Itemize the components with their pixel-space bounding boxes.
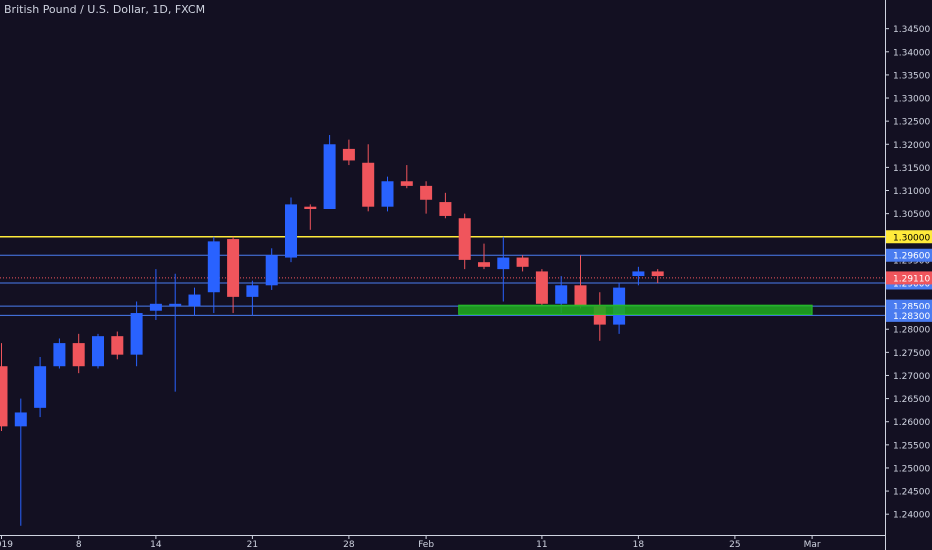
y-tick-label-15: 1.27000: [893, 372, 930, 382]
candle-body-22: [420, 185, 433, 200]
candle-body-23: [439, 202, 452, 216]
y-tick-label-1: 1.34000: [893, 48, 930, 58]
y-tick-label-18: 1.25500: [893, 441, 930, 451]
y-tick-label-8: 1.30500: [893, 210, 930, 220]
y-tick-label-2: 1.33500: [893, 71, 930, 81]
candle-body-4: [72, 343, 85, 367]
candle-body-26: [497, 257, 510, 270]
candle-body-9: [169, 303, 182, 306]
y-tick-label-5: 1.32000: [893, 141, 930, 151]
candle-body-34: [651, 271, 664, 277]
h-line-label-4: 1.28300: [893, 312, 930, 322]
last-price-label: 1.29110: [893, 274, 930, 284]
y-tick-label-6: 1.31500: [893, 164, 930, 174]
candle-body-3: [53, 343, 66, 367]
chart-title: British Pound / U.S. Dollar, 1D, FXCM: [4, 3, 206, 16]
candle-body-24: [458, 218, 471, 260]
candle-body-18: [342, 148, 355, 161]
y-tick-label-21: 1.24000: [893, 511, 930, 521]
y-tick-label-14: 1.27500: [893, 349, 930, 359]
candle-body-0: [0, 366, 8, 427]
candle-body-17: [323, 144, 336, 210]
candle-body-30: [574, 285, 587, 307]
y-tick-label-17: 1.26000: [893, 418, 930, 428]
x-tick-label-6: 11: [536, 540, 547, 550]
candle-body-33: [632, 271, 645, 277]
candle-body-20: [381, 181, 394, 207]
x-tick-label-4: 28: [343, 540, 355, 550]
candle-body-5: [92, 336, 104, 367]
candle-body-13: [246, 285, 259, 297]
candle-body-15: [285, 204, 297, 258]
y-tick-label-3: 1.33000: [893, 95, 930, 105]
candle-body-28: [535, 271, 548, 304]
candle-body-12: [227, 239, 240, 297]
candle-body-8: [149, 303, 162, 311]
candle-body-7: [130, 313, 143, 355]
h-line-label-4-bg: [886, 308, 932, 322]
last-price-label-bg: [886, 271, 932, 285]
candle-body-19: [362, 162, 375, 207]
x-tick-label-8: 25: [729, 540, 740, 550]
support-zone: [458, 304, 813, 315]
h-line-label-2: 1.29000: [893, 279, 930, 289]
candle-body-16: [304, 206, 317, 210]
y-tick-label-19: 1.25000: [893, 464, 930, 474]
h-line-label-1-bg: [886, 248, 932, 262]
candle-body-14: [265, 255, 278, 286]
x-tick-label-9: Mar: [804, 540, 821, 550]
h-line-label-1: 1.29600: [893, 252, 930, 262]
y-tick-label-16: 1.26500: [893, 395, 930, 405]
x-tick-label-3: 21: [247, 540, 258, 550]
candle-body-21: [400, 181, 413, 186]
y-tick-label-13: 1.28000: [893, 326, 930, 336]
candle-body-10: [188, 294, 201, 307]
y-tick-label-7: 1.31000: [893, 187, 930, 197]
h-line-label-3: 1.28500: [893, 303, 930, 313]
x-tick-label-7: 18: [633, 540, 645, 550]
x-tick-label-0: 2019: [0, 540, 13, 550]
y-tick-label-4: 1.32500: [893, 118, 930, 128]
h-line-label-0-bg: [886, 230, 932, 244]
candle-body-2: [34, 366, 47, 408]
candle-body-1: [14, 412, 27, 427]
candle-body-11: [207, 241, 220, 293]
x-tick-label-1: 8: [76, 540, 82, 550]
x-tick-label-2: 14: [150, 540, 162, 550]
x-tick-label-5: Feb: [418, 540, 434, 550]
candle-body-25: [478, 262, 490, 267]
y-tick-label-20: 1.24500: [893, 488, 930, 498]
candle-body-29: [555, 285, 568, 304]
candle-body-27: [516, 257, 529, 267]
y-tick-label-0: 1.34500: [893, 25, 930, 35]
candle-body-6: [111, 336, 124, 355]
h-line-label-0: 1.30000: [893, 233, 930, 243]
